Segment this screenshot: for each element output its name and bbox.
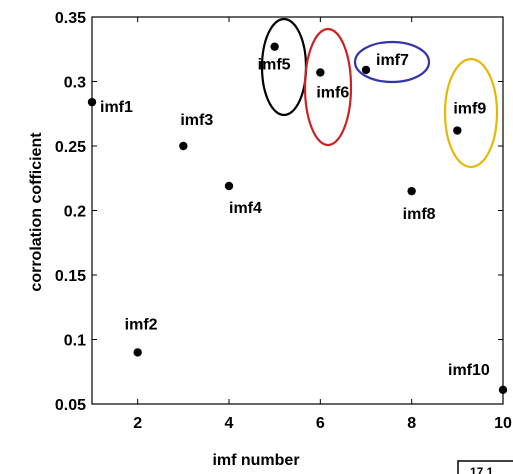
point-label-imf7: imf7 [376, 52, 409, 69]
data-point-imf3 [179, 141, 188, 151]
data-point-imf6 [316, 68, 325, 77]
x-axis-ticks: 2 4 6 8 10 [133, 17, 512, 432]
highlight-ellipses [260, 17, 499, 169]
x-tick-label: 6 [316, 415, 325, 432]
x-tick-label: 10 [494, 415, 512, 432]
y-axis-label: corrolation cofficient [28, 132, 45, 292]
point-label-imf4: imf4 [229, 200, 262, 217]
point-label-imf6: imf6 [316, 84, 349, 101]
point-label-imf1: imf1 [100, 99, 133, 116]
y-axis-ticks: 0.05 0.1 0.15 0.2 0.25 0.3 0.35 [55, 10, 503, 414]
point-labels: imf1 imf2 imf3 imf4 imf5 imf6 imf7 imf8 imf9 imf1… [100, 52, 490, 379]
highlight-ellipse-imf9 [443, 57, 499, 169]
y-tick-label: 0.3 [64, 75, 86, 92]
x-axis-label: imf number [212, 452, 299, 469]
y-tick-label: 0.25 [55, 139, 86, 156]
highlight-ellipse-imf6 [303, 27, 353, 147]
corner-box: 17 1 [457, 460, 513, 474]
point-label-imf3: imf3 [180, 112, 213, 129]
y-tick-label: 0.2 [64, 204, 86, 221]
data-point-imf5 [270, 42, 279, 51]
y-tick-label: 0.35 [55, 10, 86, 27]
data-point-imf2 [133, 348, 142, 357]
point-label-imf8: imf8 [403, 206, 436, 223]
data-point-imf8 [407, 186, 416, 196]
point-label-imf10: imf10 [448, 362, 490, 379]
point-label-imf5: imf5 [258, 57, 291, 74]
corner-text: 17 1 [470, 465, 494, 474]
y-tick-label: 0.1 [64, 333, 86, 350]
x-tick-label: 8 [407, 415, 416, 432]
y-tick-label: 0.15 [55, 268, 86, 285]
x-tick-label: 4 [225, 415, 234, 432]
data-point-imf7 [361, 65, 371, 75]
x-tick-label: 2 [133, 415, 142, 432]
highlight-ellipse-imf7 [353, 40, 431, 84]
point-label-imf9: imf9 [453, 101, 486, 118]
point-label-imf2: imf2 [125, 316, 158, 333]
y-tick-label: 0.05 [55, 397, 86, 414]
data-point-imf4 [224, 181, 234, 191]
data-point-imf9 [453, 126, 462, 135]
data-points [87, 42, 508, 395]
